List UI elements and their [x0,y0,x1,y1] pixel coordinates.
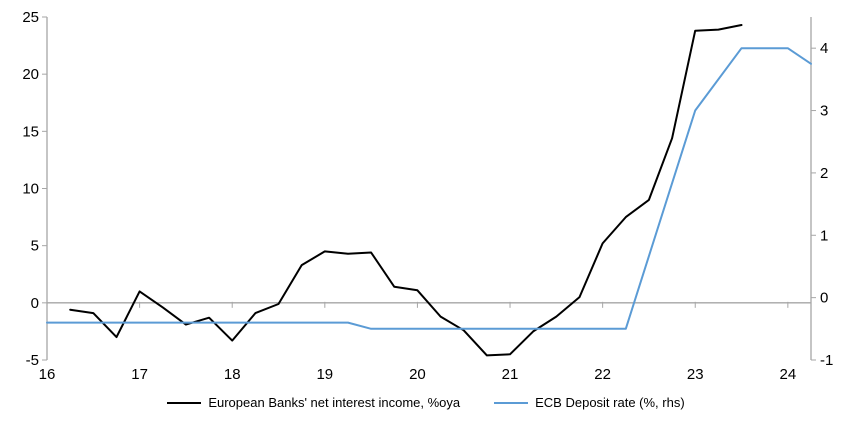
right-axis-tick-label: 0 [820,290,828,307]
left-axis-tick-label: 10 [22,181,39,198]
right-axis-tick-label: 3 [820,103,828,120]
chart-legend: European Banks' net interest income, %oy… [0,395,852,410]
right-axis-tick-label: 4 [820,40,828,57]
left-axis-tick-label: 0 [31,295,39,312]
x-axis-tick-label: 21 [502,366,519,383]
x-axis-tick-label: 19 [316,366,333,383]
x-axis-tick-label: 24 [780,366,797,383]
x-axis-tick-label: 16 [39,366,56,383]
ecb-line-swatch [494,401,529,404]
right-axis-tick-label: 1 [820,227,828,244]
x-axis-tick-label: 20 [409,366,426,383]
nii-line-swatch [167,401,202,404]
nii-legend-label: European Banks' net interest income, %oy… [208,395,461,410]
legend-item-nii: European Banks' net interest income, %oy… [167,395,460,410]
left-axis-tick-label: 5 [31,238,39,255]
right-axis-tick-label: -1 [820,352,833,369]
right-axis-tick-label: 2 [820,165,828,182]
ecb-rate-series-line [46,47,812,330]
ecb-legend-label: ECB Deposit rate (%, rhs) [535,395,685,410]
x-axis-tick-label: 23 [687,366,704,383]
x-axis-tick-label: 22 [594,366,611,383]
x-axis-tick-label: 18 [224,366,241,383]
nii-series-line [69,24,743,357]
legend-item-ecb: ECB Deposit rate (%, rhs) [494,395,685,410]
left-axis-tick-label: 20 [22,66,39,83]
x-axis-tick-label: 17 [131,366,148,383]
left-axis-tick-label: 25 [22,9,39,26]
left-axis-tick-label: -5 [26,352,39,369]
left-axis-tick-label: 15 [22,123,39,140]
